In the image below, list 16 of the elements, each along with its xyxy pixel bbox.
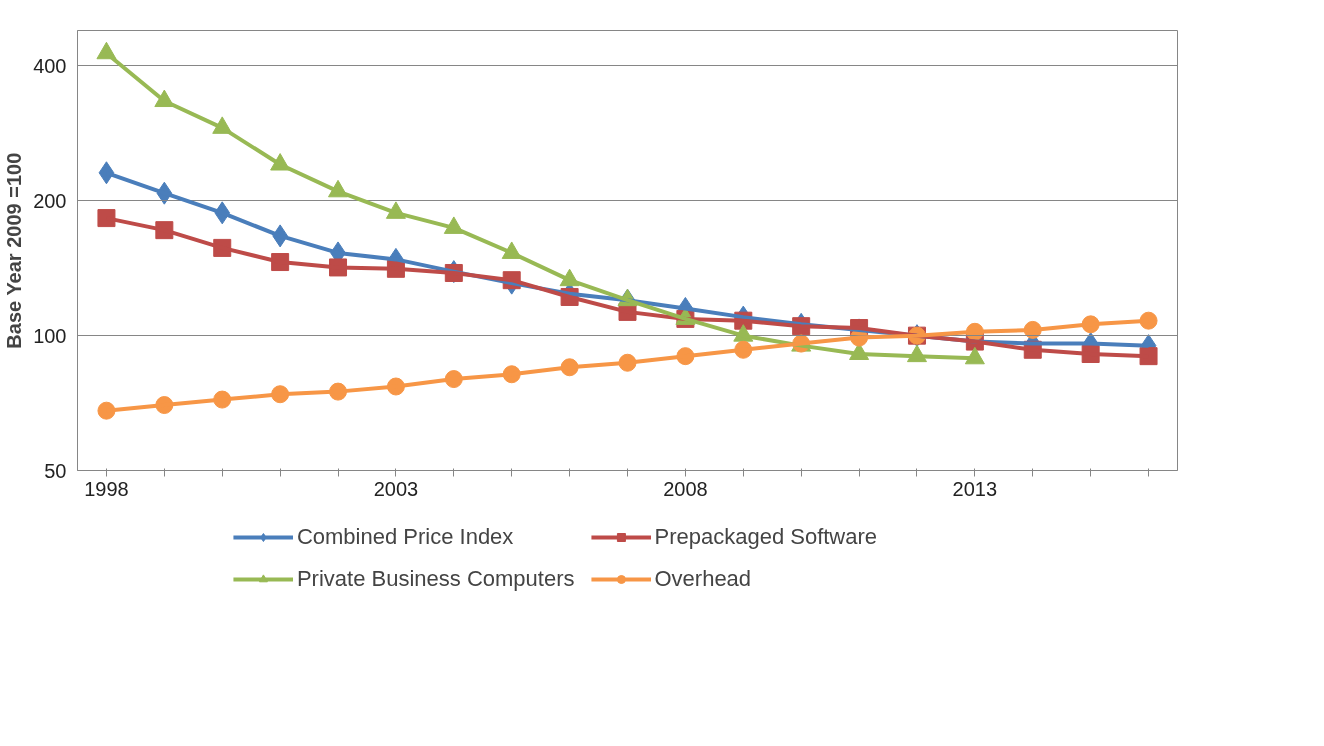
x-tick-label: 2003 — [373, 477, 419, 500]
legend-label: Combined Price Index — [296, 524, 514, 550]
y-tick-label: 100 — [33, 324, 67, 347]
legend-label: Overhead — [654, 566, 752, 592]
point — [98, 161, 115, 185]
y-tick-label: 400 — [33, 54, 67, 77]
x-tick-label: 1998 — [84, 477, 129, 500]
y-tick-label: 200 — [33, 189, 67, 212]
legend-label: Private Business Computers — [296, 566, 575, 592]
legend-label: Prepackaged Software — [654, 524, 878, 550]
x-tick-label: 2013 — [952, 477, 998, 500]
y-tick-label: 50 — [44, 459, 67, 482]
y-axis-title: Base Year 2009 =100 — [3, 152, 26, 349]
x-tick-label: 2008 — [663, 477, 708, 500]
point — [97, 209, 116, 228]
point — [1139, 347, 1158, 366]
